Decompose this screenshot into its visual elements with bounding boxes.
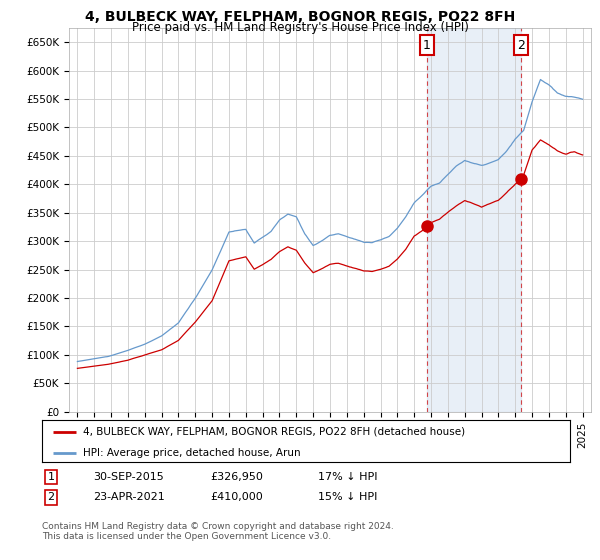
Text: £410,000: £410,000 <box>210 492 263 502</box>
Text: 23-APR-2021: 23-APR-2021 <box>93 492 165 502</box>
Text: 4, BULBECK WAY, FELPHAM, BOGNOR REGIS, PO22 8FH: 4, BULBECK WAY, FELPHAM, BOGNOR REGIS, P… <box>85 10 515 24</box>
Text: 15% ↓ HPI: 15% ↓ HPI <box>318 492 377 502</box>
Text: Price paid vs. HM Land Registry's House Price Index (HPI): Price paid vs. HM Land Registry's House … <box>131 21 469 34</box>
Text: HPI: Average price, detached house, Arun: HPI: Average price, detached house, Arun <box>83 448 301 458</box>
Text: Contains HM Land Registry data © Crown copyright and database right 2024.
This d: Contains HM Land Registry data © Crown c… <box>42 522 394 542</box>
Text: 4, BULBECK WAY, FELPHAM, BOGNOR REGIS, PO22 8FH (detached house): 4, BULBECK WAY, FELPHAM, BOGNOR REGIS, P… <box>83 427 466 437</box>
Text: 17% ↓ HPI: 17% ↓ HPI <box>318 472 377 482</box>
Text: 30-SEP-2015: 30-SEP-2015 <box>93 472 164 482</box>
Text: 1: 1 <box>47 472 55 482</box>
Text: 2: 2 <box>47 492 55 502</box>
Bar <box>427 28 521 412</box>
Text: £326,950: £326,950 <box>210 472 263 482</box>
Text: 2: 2 <box>517 39 525 52</box>
Text: 1: 1 <box>423 39 431 52</box>
